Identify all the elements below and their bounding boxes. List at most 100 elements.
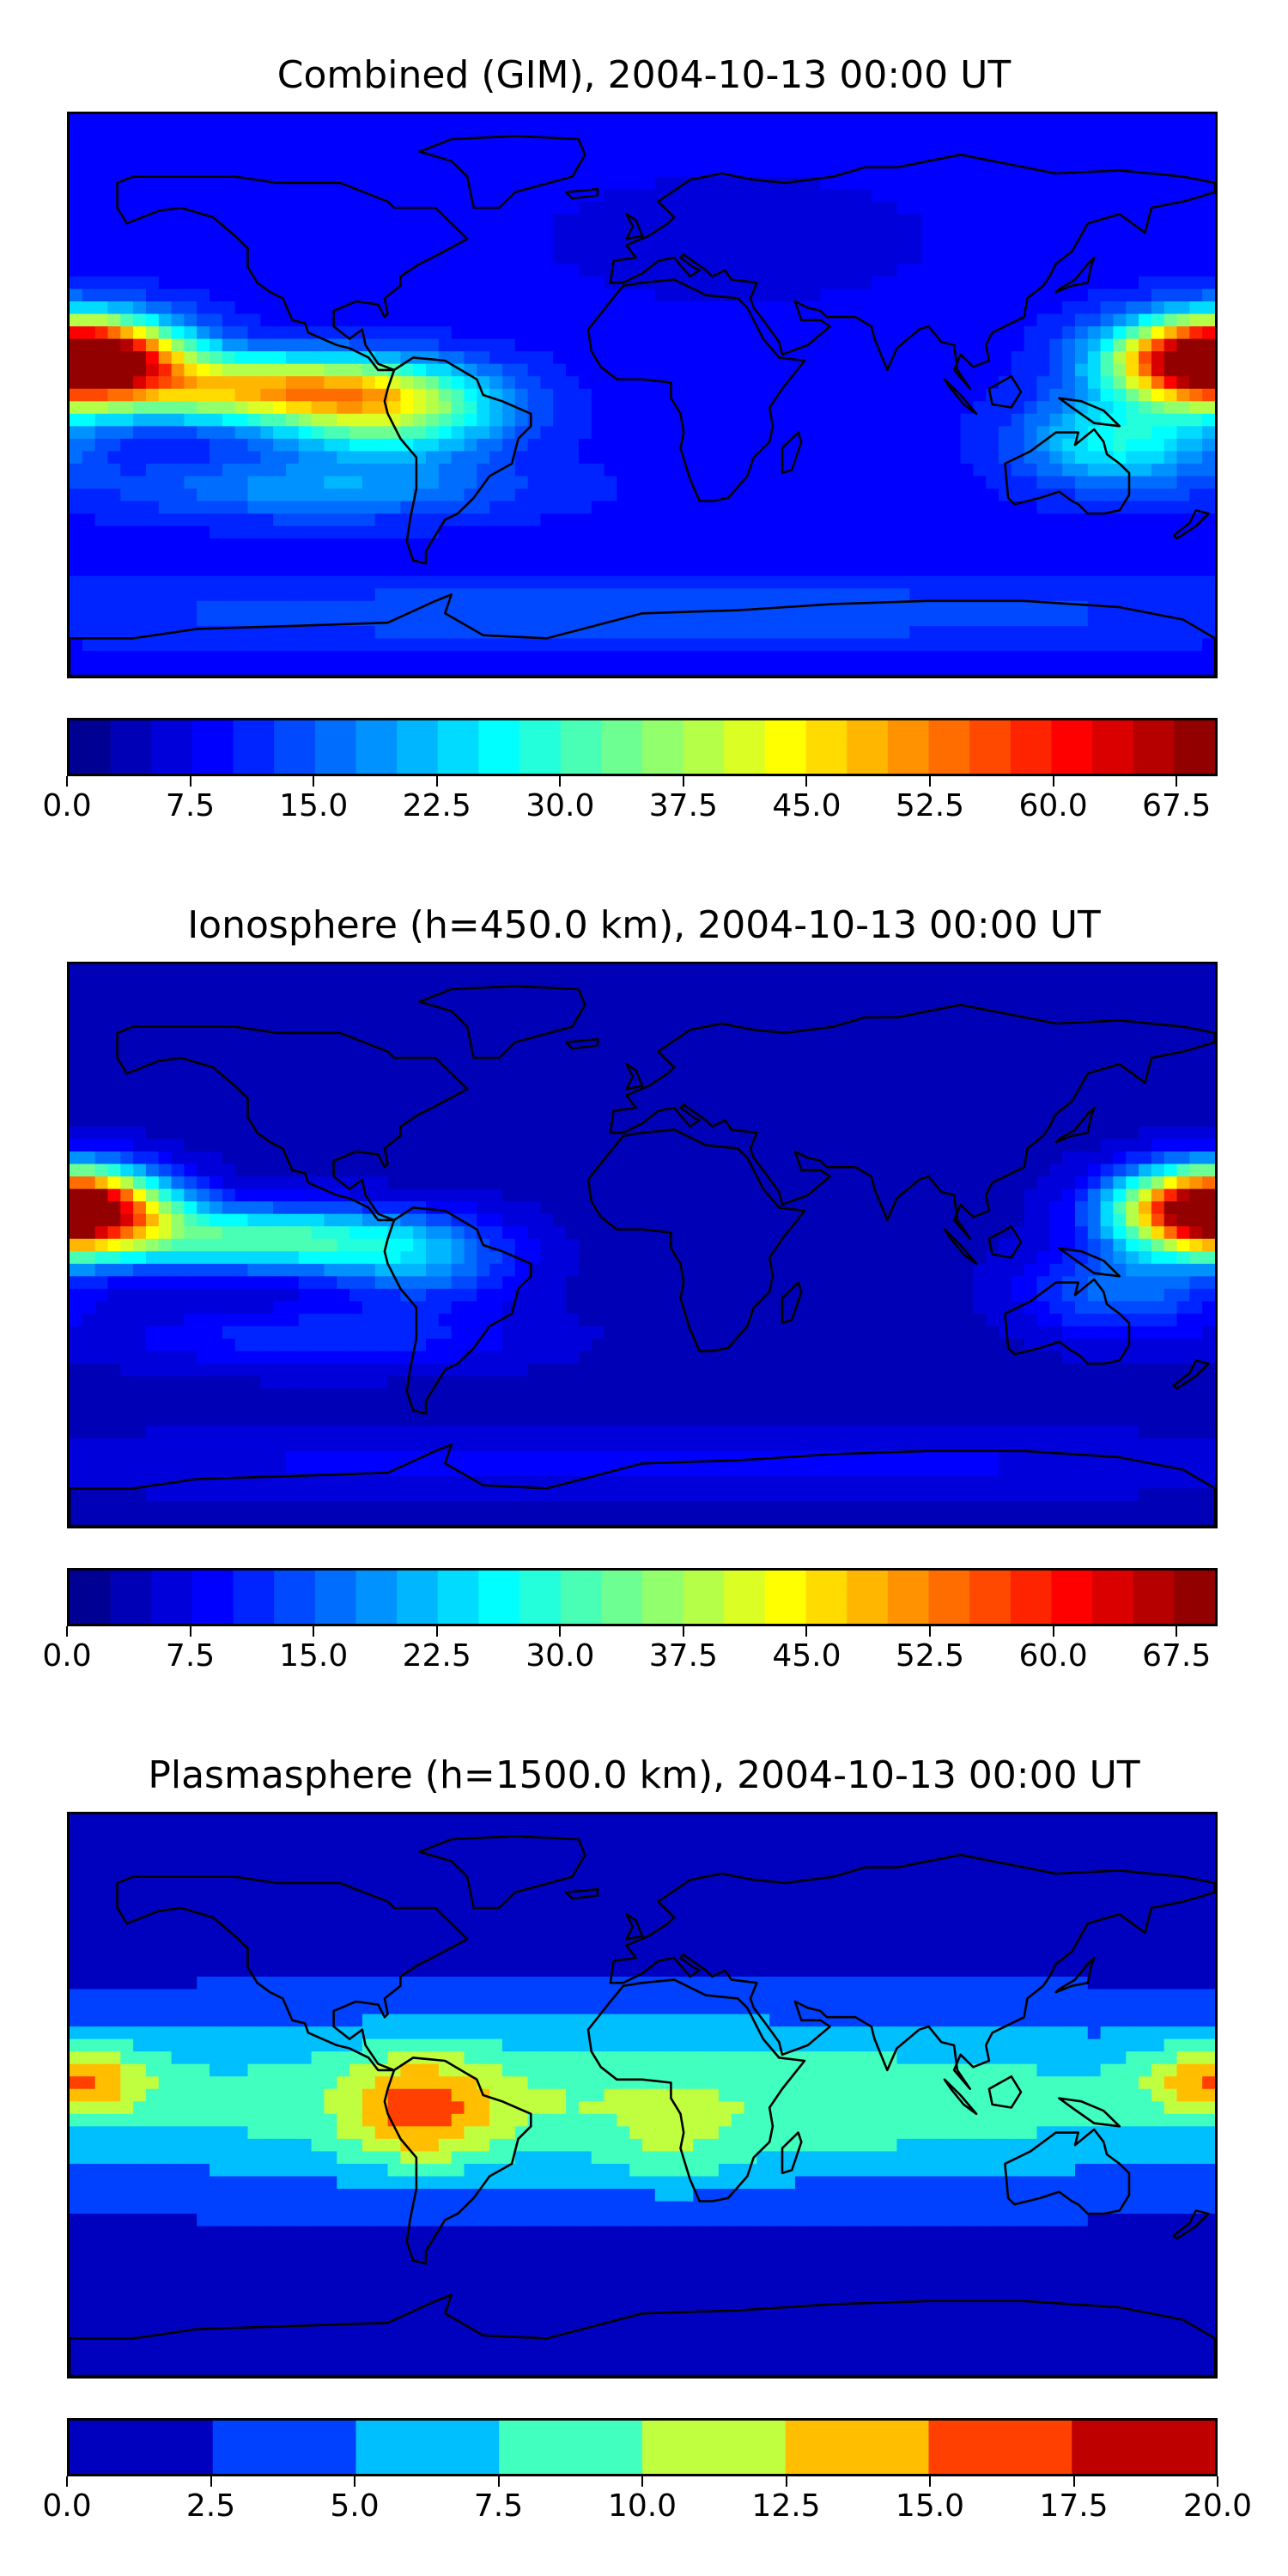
heatmap-cell — [413, 388, 427, 402]
heatmap-cell — [540, 351, 554, 365]
heatmap-cell — [731, 650, 745, 665]
heatmap-cell — [120, 1151, 134, 1165]
heatmap-cell — [680, 513, 694, 527]
heatmap-cell — [94, 251, 109, 264]
heatmap-cell — [680, 550, 694, 564]
heatmap-cell — [285, 563, 300, 577]
heatmap-cell — [298, 1263, 313, 1277]
heatmap-cell — [553, 575, 567, 589]
heatmap-cell — [324, 588, 337, 602]
heatmap-cell — [210, 1089, 223, 1103]
heatmap-cell — [158, 1151, 173, 1165]
heatmap-cell — [986, 600, 999, 614]
heatmap-cell — [197, 1101, 210, 1115]
heatmap-cell — [361, 214, 376, 228]
heatmap-cell — [222, 1176, 236, 1190]
heatmap-cell — [527, 239, 542, 252]
heatmap-cell — [744, 139, 757, 153]
heatmap-cell — [247, 251, 261, 264]
heatmap-cell — [349, 264, 363, 277]
heatmap-cell — [578, 638, 592, 652]
heatmap-cell — [234, 239, 249, 252]
heatmap-cell — [70, 388, 83, 402]
heatmap-cell — [94, 1101, 109, 1115]
heatmap-cell — [807, 501, 822, 514]
heatmap-cell — [782, 613, 796, 627]
heatmap-cell — [846, 463, 860, 477]
heatmap-cell — [94, 1339, 109, 1352]
heatmap-cell — [591, 663, 605, 676]
heatmap-cell — [756, 588, 770, 602]
heatmap-cell — [311, 126, 325, 140]
heatmap-cell — [298, 1388, 313, 1402]
heatmap-cell — [184, 1301, 197, 1315]
heatmap-cell — [1062, 451, 1076, 465]
heatmap-cell — [629, 376, 643, 390]
heatmap-cell — [846, 489, 860, 502]
heatmap-cell — [184, 1500, 197, 1515]
heatmap-cell — [540, 289, 554, 302]
heatmap-cell — [566, 476, 580, 489]
heatmap-cell — [197, 1176, 210, 1190]
heatmap-cell — [1113, 313, 1127, 327]
heatmap-cell — [374, 538, 389, 552]
heatmap-cell — [1113, 189, 1127, 203]
heatmap-cell — [184, 650, 197, 665]
heatmap-cell — [1113, 239, 1127, 252]
heatmap-cell — [426, 351, 440, 365]
heatmap-cell — [438, 489, 453, 502]
heatmap-cell — [82, 363, 96, 377]
heatmap-cell — [1139, 438, 1152, 452]
heatmap-cell — [197, 351, 210, 365]
heatmap-cell — [909, 388, 923, 402]
heatmap-cell — [133, 1313, 147, 1327]
heatmap-cell — [133, 301, 147, 315]
heatmap-cell — [947, 451, 962, 465]
heatmap-cell — [820, 476, 834, 489]
heatmap-cell — [769, 351, 783, 365]
heatmap-cell — [680, 413, 694, 427]
heatmap-cell — [1049, 201, 1063, 215]
heatmap-cell — [197, 1276, 210, 1290]
heatmap-cell — [247, 1313, 261, 1327]
heatmap-cell — [769, 501, 783, 514]
heatmap-cell — [120, 114, 134, 128]
heatmap-cell — [184, 289, 197, 302]
heatmap-cell — [1139, 575, 1152, 589]
heatmap-cell — [820, 563, 834, 577]
heatmap-cell — [247, 289, 261, 302]
heatmap-cell — [706, 526, 720, 539]
heatmap-cell — [324, 575, 337, 589]
heatmap-cell — [999, 663, 1012, 676]
heatmap-cell — [1176, 189, 1190, 203]
heatmap-cell — [133, 1425, 147, 1439]
heatmap-cell — [756, 251, 770, 264]
heatmap-cell — [133, 1251, 147, 1265]
heatmap-cell — [451, 663, 465, 676]
heatmap-cell — [1163, 463, 1178, 477]
heatmap-cell — [298, 1339, 313, 1352]
heatmap-cell — [222, 989, 236, 1003]
heatmap-cell — [514, 526, 529, 539]
heatmap-cell — [324, 476, 337, 489]
heatmap-cell — [999, 189, 1012, 203]
heatmap-cell — [70, 1176, 83, 1190]
heatmap-cell — [1139, 613, 1152, 627]
heatmap-cell — [324, 401, 337, 415]
heatmap-cell — [1036, 588, 1050, 602]
heatmap-cell — [222, 526, 236, 539]
heatmap-cell — [120, 326, 134, 340]
heatmap-cell — [909, 550, 923, 564]
heatmap-cell — [1176, 451, 1190, 465]
heatmap-cell — [311, 164, 325, 178]
heatmap-cell — [947, 513, 962, 527]
heatmap-cell — [782, 526, 796, 539]
heatmap-cell — [70, 1364, 83, 1377]
heatmap-cell — [120, 1450, 134, 1464]
heatmap-cell — [922, 663, 936, 676]
heatmap-cell — [197, 313, 210, 327]
heatmap-cell — [514, 501, 529, 514]
heatmap-cell — [438, 575, 453, 589]
heatmap-cell — [858, 650, 872, 665]
heatmap-cell — [973, 351, 987, 365]
